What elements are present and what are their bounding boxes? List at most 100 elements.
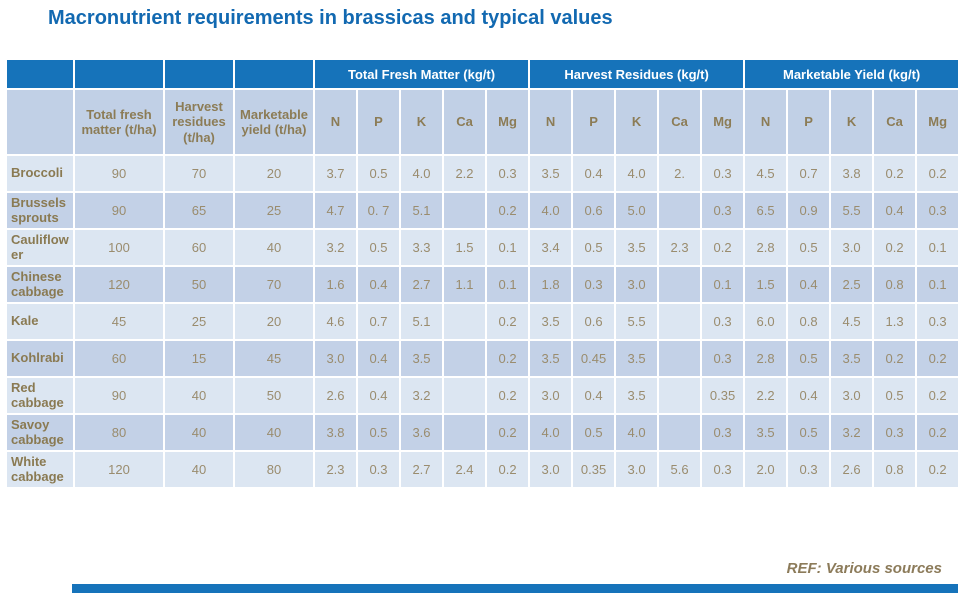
- data-cell: 25: [163, 302, 235, 341]
- column-header: Mg: [700, 88, 746, 156]
- data-cell: 0.8: [786, 302, 832, 341]
- data-cell: 3.5: [614, 376, 660, 415]
- data-cell: 0.2: [484, 413, 531, 452]
- data-cell: 3.8: [313, 413, 358, 452]
- data-cell: 0.5: [356, 154, 401, 193]
- data-cell: 2.5: [829, 265, 875, 304]
- data-cell: 2.8: [743, 228, 789, 267]
- data-cell: 4.0: [528, 413, 574, 452]
- data-cell: 5.5: [829, 191, 875, 230]
- data-cell: 45: [73, 302, 165, 341]
- data-cell: 1.1: [442, 265, 487, 304]
- row-label: Kale: [5, 302, 75, 341]
- page-title: Macronutrient requirements in brassicas …: [48, 7, 613, 29]
- data-cell: 3.2: [399, 376, 444, 415]
- data-cell: 0.3: [700, 413, 746, 452]
- data-cell: 3.5: [528, 302, 574, 341]
- column-header: Mg: [484, 88, 531, 156]
- data-cell: 4.5: [743, 154, 789, 193]
- data-cell: 1.3: [872, 302, 918, 341]
- data-cell: 1.8: [528, 265, 574, 304]
- data-cell: 4.0: [614, 154, 660, 193]
- data-cell: 3.7: [313, 154, 358, 193]
- column-header-row: Total fresh matter (t/ha) Harvest residue…: [5, 88, 958, 156]
- data-cell: 0.6: [571, 302, 617, 341]
- data-cell: 80: [233, 450, 315, 489]
- data-cell: 2.8: [743, 339, 789, 378]
- column-header: N: [528, 88, 574, 156]
- data-cell: 0.2: [915, 376, 958, 415]
- data-cell: [442, 376, 487, 415]
- data-cell: 0.45: [571, 339, 617, 378]
- column-header: Ca: [872, 88, 918, 156]
- data-cell: 3.5: [614, 339, 660, 378]
- data-cell: 40: [233, 413, 315, 452]
- data-cell: 0.3: [700, 191, 746, 230]
- data-cell: 5.6: [657, 450, 703, 489]
- data-cell: 0.3: [700, 339, 746, 378]
- column-header: N: [313, 88, 358, 156]
- data-cell: 0.4: [356, 339, 401, 378]
- data-cell: 0.35: [700, 376, 746, 415]
- data-cell: 2.3: [313, 450, 358, 489]
- data-cell: 65: [163, 191, 235, 230]
- data-cell: 2.2: [743, 376, 789, 415]
- table-body: Broccoli 90 70 20 3.7 0.5 4.0 2.2 0.3 3.5 0.4 4.0 2.…: [5, 154, 958, 489]
- data-cell: 3.5: [829, 339, 875, 378]
- data-cell: 70: [233, 265, 315, 304]
- data-cell: [657, 302, 703, 341]
- data-cell: 5.5: [614, 302, 660, 341]
- data-cell: 4.0: [399, 154, 444, 193]
- group-header-empty: [163, 58, 235, 90]
- data-cell: 0.4: [872, 191, 918, 230]
- column-header: N: [743, 88, 789, 156]
- reference-note: REF: Various sources: [786, 560, 942, 577]
- data-cell: 3.0: [829, 228, 875, 267]
- data-cell: 40: [163, 376, 235, 415]
- data-cell: 0.5: [356, 228, 401, 267]
- data-cell: 0.3: [484, 154, 531, 193]
- data-cell: 0.5: [872, 376, 918, 415]
- data-cell: 3.8: [829, 154, 875, 193]
- data-cell: 0.2: [915, 154, 958, 193]
- data-cell: 45: [233, 339, 315, 378]
- data-cell: 2.6: [829, 450, 875, 489]
- data-cell: 0.6: [571, 191, 617, 230]
- data-cell: 0.9: [786, 191, 832, 230]
- column-header: Harvest residues (t/ha): [163, 88, 235, 156]
- data-cell: 0.2: [915, 450, 958, 489]
- data-cell: 1.5: [743, 265, 789, 304]
- data-cell: 6.5: [743, 191, 789, 230]
- data-cell: 0.3: [915, 302, 958, 341]
- data-cell: 40: [233, 228, 315, 267]
- data-cell: 0.5: [571, 413, 617, 452]
- table-row: Chinese cabbage 120 50 70 1.6 0.4 2.7 1.1 0.1 1.8…: [5, 265, 958, 304]
- data-cell: 0.2: [484, 302, 531, 341]
- data-cell: 0.4: [571, 154, 617, 193]
- data-cell: 0.2: [700, 228, 746, 267]
- data-cell: 2.2: [442, 154, 487, 193]
- column-header: P: [786, 88, 832, 156]
- row-label: White cabbage: [5, 450, 75, 489]
- group-header-empty: [233, 58, 315, 90]
- column-header: K: [399, 88, 444, 156]
- data-cell: 0.3: [872, 413, 918, 452]
- data-cell: 0.4: [786, 376, 832, 415]
- row-label: Chinese cabbage: [5, 265, 75, 304]
- data-cell: 2.7: [399, 265, 444, 304]
- data-cell: 2.0: [743, 450, 789, 489]
- data-cell: 90: [73, 154, 165, 193]
- data-cell: 0.2: [872, 339, 918, 378]
- data-cell: 3.0: [614, 265, 660, 304]
- data-cell: 50: [233, 376, 315, 415]
- data-cell: 3.5: [399, 339, 444, 378]
- data-cell: 120: [73, 450, 165, 489]
- data-cell: 60: [163, 228, 235, 267]
- data-cell: 0.5: [571, 228, 617, 267]
- data-cell: [657, 413, 703, 452]
- data-cell: [657, 265, 703, 304]
- group-header-empty: [73, 58, 165, 90]
- group-header-row: Total Fresh Matter (kg/t) Harvest Residu…: [5, 58, 958, 90]
- column-header: Mg: [915, 88, 958, 156]
